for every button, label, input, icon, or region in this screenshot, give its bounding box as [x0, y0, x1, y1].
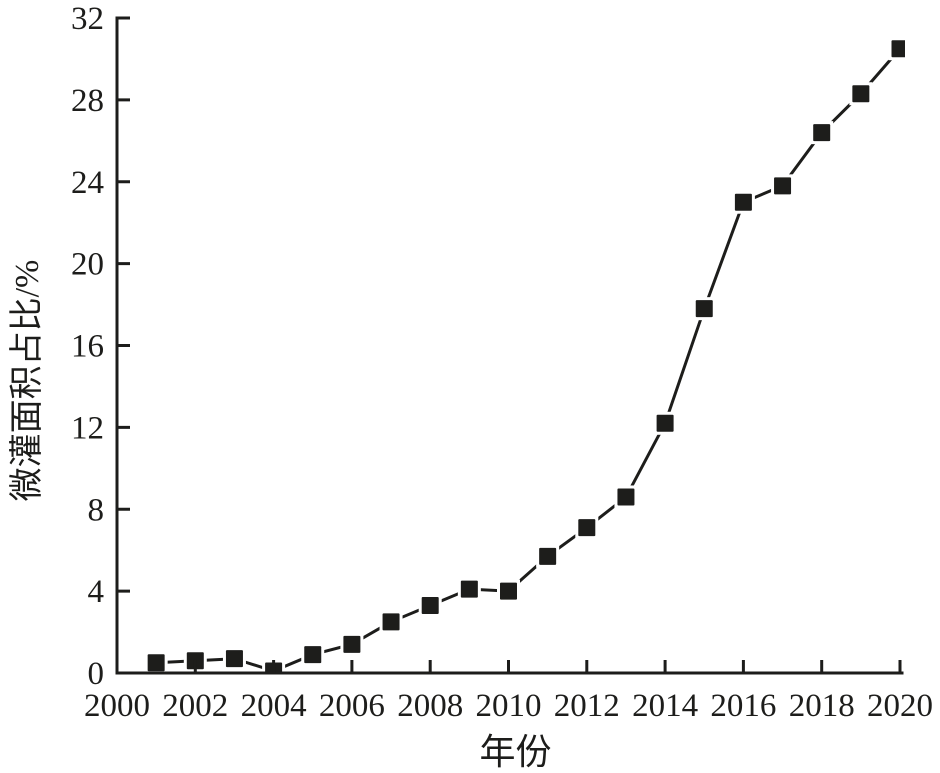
x-tick-label: 2012	[554, 688, 620, 724]
data-point-marker-2005	[304, 646, 322, 664]
y-tick-label: 16	[71, 329, 104, 365]
y-tick-label: 32	[71, 1, 104, 37]
data-point-marker-2006	[343, 635, 361, 653]
x-tick-label: 2014	[632, 688, 698, 724]
data-point-marker-2013	[617, 488, 635, 506]
x-tick-label: 2008	[397, 688, 463, 724]
data-point-marker-2018	[813, 124, 831, 142]
data-point-marker-2008	[421, 596, 439, 614]
x-tick-label: 2002	[162, 688, 228, 724]
x-tick-label: 2016	[710, 688, 776, 724]
y-tick-label: 12	[71, 410, 104, 446]
x-tick-label: 2000	[84, 688, 150, 724]
x-tick-label: 2020	[867, 688, 933, 724]
data-point-marker-2019	[852, 85, 870, 103]
data-point-marker-2014	[656, 414, 674, 432]
data-point-marker-2009	[460, 580, 478, 598]
data-point-marker-2012	[578, 519, 596, 537]
y-tick-label: 28	[71, 83, 104, 119]
data-point-marker-2003	[225, 650, 243, 668]
data-point-marker-2007	[382, 613, 400, 631]
y-tick-label: 8	[88, 492, 105, 528]
y-axis-title: 微灌面积占比/%	[8, 260, 46, 502]
y-tick-label: 20	[71, 247, 104, 283]
data-point-marker-2016	[734, 193, 752, 211]
x-axis-title: 年份	[479, 732, 551, 772]
y-tick-label: 4	[88, 574, 105, 610]
y-tick-label: 24	[71, 165, 104, 201]
data-point-marker-2020	[891, 40, 905, 58]
x-tick-label: 2018	[789, 688, 855, 724]
y-tick-label: 0	[88, 656, 105, 692]
data-point-marker-2010	[500, 582, 517, 600]
data-point-marker-2011	[539, 547, 557, 565]
data-point-marker-2001	[147, 654, 165, 672]
data-point-marker-2015	[695, 300, 713, 318]
series-group	[144, 37, 905, 675]
data-line	[156, 47, 902, 673]
x-tick-label: 2010	[476, 688, 542, 724]
data-point-marker-2017	[774, 177, 792, 195]
x-tick-label: 2004	[241, 688, 307, 724]
x-tick-label: 2006	[319, 688, 385, 724]
